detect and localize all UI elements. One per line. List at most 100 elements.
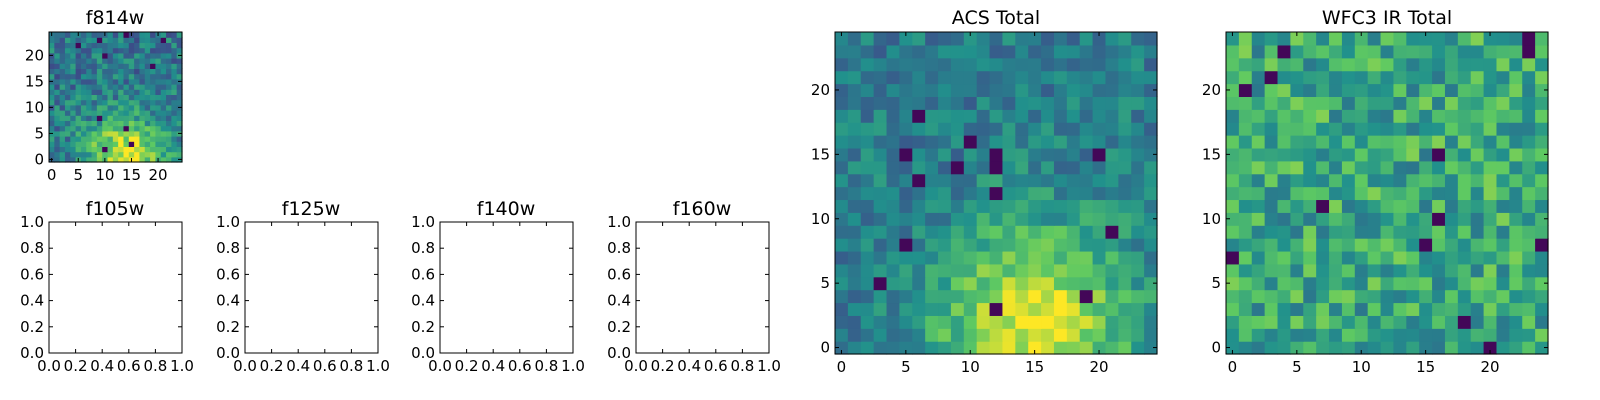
panel-f814w-pixel (166, 130, 172, 137)
panel-wfc3-pixel (1329, 341, 1343, 355)
panel-wfc3-pixel (1380, 250, 1395, 265)
panel-acs-pixel (1002, 212, 1016, 226)
panel-f814w-pixel (70, 104, 77, 111)
panel-wfc3-pixel (1277, 83, 1291, 97)
panel-f814w-pixel (160, 37, 167, 43)
panel-f814w-pixel (155, 37, 162, 43)
panel-wfc3-pixel (1354, 32, 1369, 46)
panel-acs-pixel (835, 199, 849, 213)
panel-wfc3-pixel (1251, 199, 1266, 213)
panel-wfc3-pixel (1522, 135, 1536, 149)
panel-f105w-frame (48, 221, 183, 354)
panel-wfc3-pixel (1316, 341, 1330, 355)
panel-f814w-pixel (91, 84, 98, 90)
panel-f814w-pixel (123, 141, 130, 147)
panel-f814w-pixel (150, 110, 156, 116)
panel-f814w-pixel (91, 89, 98, 95)
panel-f814w-pixel (176, 47, 183, 54)
panel-acs-pixel (1079, 315, 1094, 329)
panel-wfc3-pixel (1251, 70, 1266, 85)
panel-f814w-pixel (118, 120, 125, 127)
panel-wfc3-pixel (1483, 173, 1498, 188)
panel-wfc3-pixel (1535, 250, 1549, 265)
panel-acs-pixel (835, 250, 849, 265)
panel-wfc3-pixel (1238, 289, 1253, 304)
panel-wfc3-pixel (1329, 147, 1343, 162)
panel-wfc3-pixel (1380, 315, 1395, 329)
panel-acs-pixel (938, 44, 952, 59)
panel-acs-pixel (835, 173, 849, 188)
panel-f814w-pixel (91, 37, 98, 43)
panel-wfc3-pixel (1432, 96, 1446, 110)
panel-f105w-ytick-label: 0.4 (20, 292, 44, 310)
panel-f814w-pixel (166, 141, 172, 147)
panel-f814w-pixel (59, 78, 66, 85)
panel-acs-pixel (925, 96, 939, 110)
panel-acs-pixel (912, 212, 926, 226)
panel-wfc3-pixel (1457, 122, 1472, 136)
panel-acs-pixel (1015, 160, 1029, 175)
panel-f814w-pixel (80, 32, 87, 38)
panel-f814w-pixel (128, 47, 135, 54)
panel-wfc3-pixel (1457, 96, 1472, 110)
panel-f814w-pixel (80, 94, 87, 101)
panel-f814w-pixel (86, 120, 93, 127)
panel-acs-pixel (1079, 341, 1094, 355)
panel-wfc3-pixel (1264, 263, 1279, 278)
panel-f814w-pixel (123, 58, 130, 64)
panel-f814w-pixel (118, 104, 125, 111)
panel-wfc3-pixel (1251, 173, 1266, 188)
panel-f814w-pixel (54, 68, 61, 75)
panel-acs-pixel (886, 173, 900, 188)
panel-wfc3-pixel (1509, 315, 1523, 329)
panel-f814w-pixel (75, 125, 82, 132)
panel-wfc3-pixel (1367, 83, 1382, 97)
panel-wfc3-pixel (1380, 147, 1395, 162)
panel-wfc3-pixel (1406, 32, 1420, 46)
panel-acs-pixel (963, 186, 978, 201)
panel-f814w-pixel (49, 58, 55, 64)
panel-wfc3-pixel (1316, 276, 1330, 291)
panel-f814w-pixel (64, 37, 71, 43)
panel-f814w-pixel (144, 136, 151, 142)
panel-wfc3-pixel (1406, 57, 1420, 72)
panel-f105w-ytick-label: 0.8 (20, 239, 44, 257)
panel-acs-pixel (938, 83, 952, 97)
panel-acs-pixel (899, 96, 913, 110)
panel-acs-pixel (899, 315, 913, 329)
panel-f814w-pixel (112, 42, 119, 49)
panel-wfc3-pixel (1444, 135, 1459, 149)
panel-f814w-pixel (123, 104, 130, 111)
panel-acs-pixel (873, 212, 888, 226)
panel-f814w-pixel (96, 130, 103, 137)
panel-acs-pixel (925, 238, 939, 252)
panel-f140w-frame (439, 221, 574, 354)
panel-wfc3-pixel (1251, 160, 1266, 175)
panel-wfc3-pixel (1277, 96, 1291, 110)
panel-wfc3-pixel (1226, 328, 1240, 342)
panel-wfc3-pixel (1341, 147, 1356, 162)
panel-f814w-pixel (134, 68, 141, 75)
panel-f814w-pixel (118, 110, 125, 116)
panel-wfc3-pixel (1367, 32, 1382, 46)
panel-acs-pixel (1144, 57, 1158, 72)
panel-wfc3-pixel (1264, 199, 1279, 213)
panel-wfc3-pixel (1406, 238, 1420, 252)
panel-acs-pixel (938, 212, 952, 226)
panel-acs-pixel (1066, 276, 1081, 291)
panel-wfc3-pixel (1264, 122, 1279, 136)
panel-f814w-pixel (171, 136, 178, 142)
panel-f814w-pixel (166, 68, 172, 75)
panel-acs-pixel (847, 96, 862, 110)
panel-wfc3-pixel (1251, 341, 1266, 355)
panel-wfc3-pixel (1509, 160, 1523, 175)
panel-wfc3-pixel (1264, 302, 1279, 316)
panel-f814w-pixel (102, 68, 109, 75)
panel-f814w-pixel (176, 42, 183, 49)
panel-f814w-pixel (176, 99, 183, 106)
panel-f814w-pixel (49, 68, 55, 75)
panel-wfc3-pixel (1290, 341, 1304, 355)
panel-f160w-xtick-label: 0.8 (730, 357, 754, 375)
